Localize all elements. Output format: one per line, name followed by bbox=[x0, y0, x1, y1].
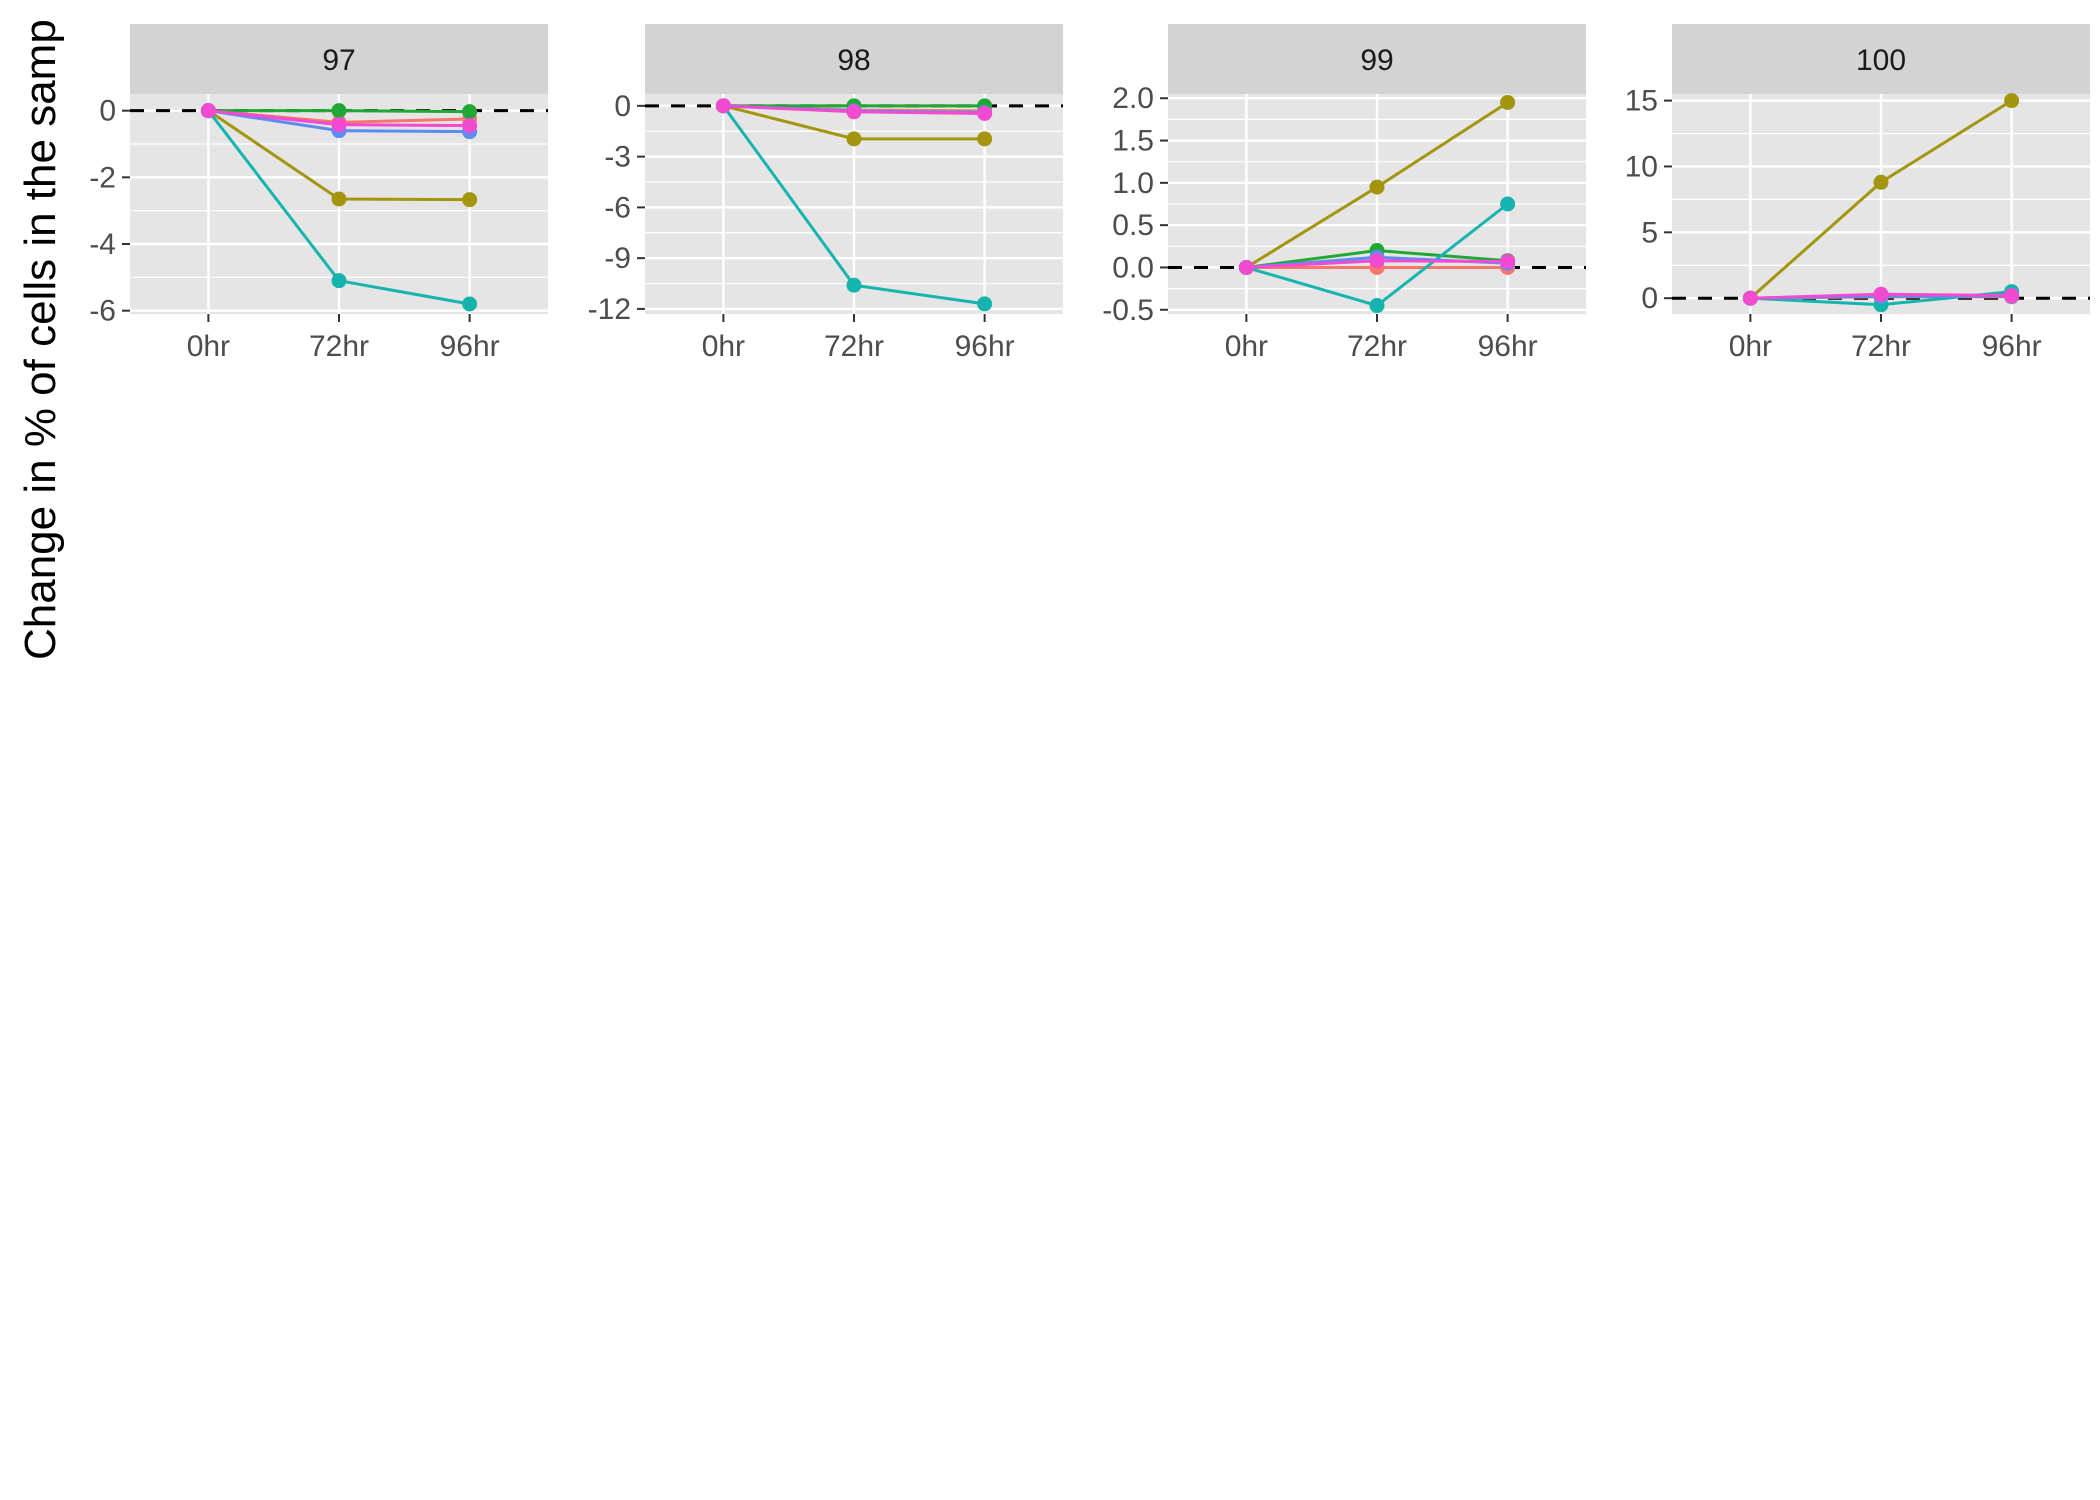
y-tick-label: 1.5 bbox=[1112, 125, 1154, 158]
data-point bbox=[977, 296, 993, 312]
data-point bbox=[331, 191, 347, 207]
facet-panel-97: 97 0 -2 -4 -6 0hr 72hr 96hr bbox=[89, 24, 548, 363]
data-point bbox=[1500, 94, 1516, 110]
y-tick-label: -0.5 bbox=[1102, 294, 1154, 327]
x-tick-label: 0hr bbox=[1729, 330, 1772, 363]
data-point bbox=[331, 103, 347, 119]
y-tick-label: 1.0 bbox=[1112, 167, 1154, 200]
data-point bbox=[1742, 290, 1758, 306]
y-tick-label: -6 bbox=[604, 191, 631, 224]
data-point bbox=[462, 296, 478, 312]
data-point bbox=[200, 103, 216, 119]
facet-panel-100: 100 15 10 5 0 0hr 72hr 96hr bbox=[1625, 24, 2090, 363]
y-tick-label: -3 bbox=[604, 141, 631, 174]
x-tick-label: 72hr bbox=[1851, 330, 1911, 363]
x-tick-label: 96hr bbox=[1478, 330, 1538, 363]
y-tick-label: 2.0 bbox=[1112, 82, 1154, 115]
y-tick-label: -4 bbox=[89, 228, 116, 261]
y-tick-label: 0 bbox=[614, 90, 631, 123]
x-tick-label: 72hr bbox=[1347, 330, 1407, 363]
x-tick-label: 96hr bbox=[1982, 330, 2042, 363]
y-tick-label: 0 bbox=[1641, 282, 1658, 315]
x-tick-label: 96hr bbox=[440, 330, 500, 363]
data-point bbox=[715, 98, 731, 114]
facet-strip-label: 99 bbox=[1360, 44, 1393, 77]
facet-strip bbox=[1672, 24, 2090, 94]
y-tick-label: -2 bbox=[89, 161, 116, 194]
data-point bbox=[1500, 254, 1516, 270]
facet-strip-label: 100 bbox=[1856, 44, 1906, 77]
y-axis-label: Change in % of cells in the samp bbox=[16, 19, 65, 660]
x-tick-label: 0hr bbox=[187, 330, 230, 363]
facet-strip bbox=[1168, 24, 1586, 94]
data-point bbox=[846, 104, 862, 120]
data-point bbox=[462, 104, 478, 120]
y-tick-label: 5 bbox=[1641, 216, 1658, 249]
y-tick-label: 0 bbox=[99, 95, 116, 128]
facet-strip bbox=[645, 24, 1063, 94]
data-point bbox=[462, 192, 478, 208]
x-tick-label: 72hr bbox=[309, 330, 369, 363]
y-tick-label: -6 bbox=[89, 295, 116, 328]
data-point bbox=[977, 131, 993, 147]
facet-strip-label: 98 bbox=[837, 44, 870, 77]
data-point bbox=[1500, 196, 1516, 212]
facet-strip-label: 97 bbox=[322, 44, 355, 77]
data-point bbox=[846, 131, 862, 147]
data-point bbox=[1369, 298, 1385, 314]
data-point bbox=[331, 273, 347, 289]
data-point bbox=[2004, 288, 2020, 304]
data-point bbox=[331, 117, 347, 133]
x-tick-label: 0hr bbox=[702, 330, 745, 363]
data-point bbox=[846, 277, 862, 293]
data-point bbox=[462, 118, 478, 134]
x-tick-label: 0hr bbox=[1225, 330, 1268, 363]
data-point bbox=[1369, 179, 1385, 195]
y-tick-label: 0.0 bbox=[1112, 251, 1154, 284]
y-tick-label: -9 bbox=[604, 242, 631, 275]
facet-panel-98: 98 0 -3 -6 -9 -12 0hr 72hr 96hr bbox=[588, 24, 1063, 363]
y-tick-label: -12 bbox=[588, 293, 631, 326]
x-tick-label: 96hr bbox=[955, 330, 1015, 363]
facet-panel-99: 99 2.0 1.5 1.0 0.5 0.0 -0.5 0hr 72hr 96hr bbox=[1102, 24, 1586, 363]
facet-strip bbox=[130, 24, 548, 94]
data-point bbox=[1873, 174, 1889, 190]
y-tick-label: 10 bbox=[1625, 150, 1658, 183]
data-point bbox=[1873, 286, 1889, 302]
data-point bbox=[977, 105, 993, 121]
data-point bbox=[1369, 253, 1385, 269]
x-tick-label: 72hr bbox=[824, 330, 884, 363]
data-point bbox=[1238, 259, 1254, 275]
y-tick-label: 15 bbox=[1625, 85, 1658, 118]
y-tick-label: 0.5 bbox=[1112, 209, 1154, 242]
data-point bbox=[2004, 93, 2020, 109]
